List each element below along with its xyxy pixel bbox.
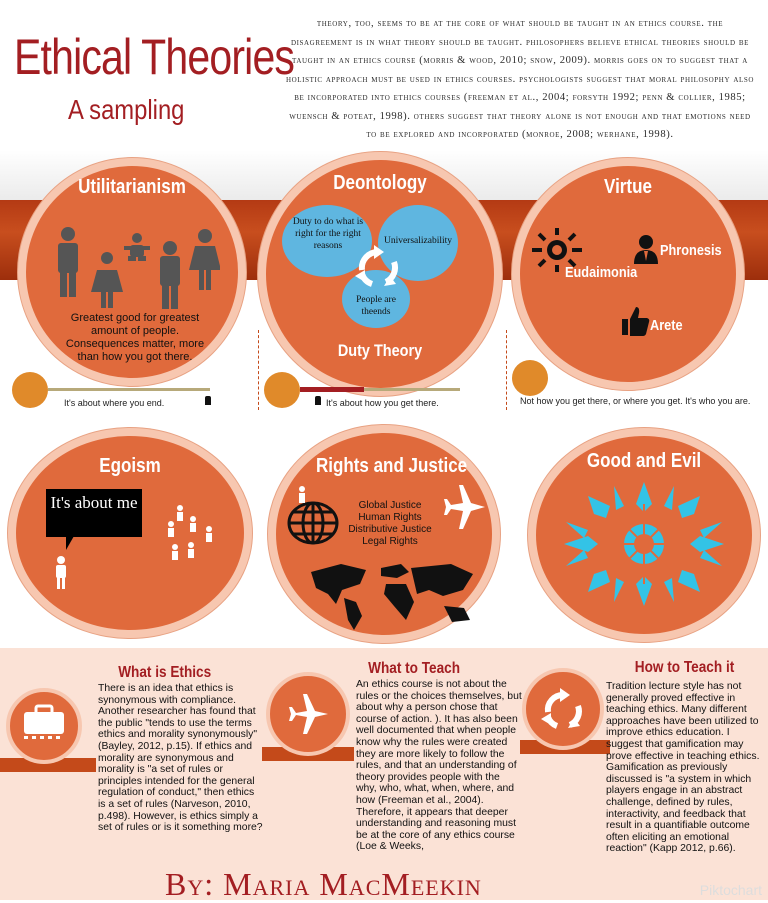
virtue-title: Virtue — [604, 176, 652, 198]
rights-item: Human Rights — [358, 512, 422, 523]
slider-track — [300, 388, 460, 391]
virtue-circle — [512, 158, 744, 390]
airplane-icon — [444, 485, 485, 529]
marker-icon — [315, 396, 321, 405]
divider — [258, 330, 259, 410]
eudaimonia-label: Eudaimonia — [565, 264, 638, 281]
venn-circle-universal — [378, 205, 458, 281]
small-person-icon — [299, 486, 305, 503]
cycle-arrows-icon — [355, 245, 399, 287]
duty-text: Duty to do what is right for the right r… — [292, 217, 364, 251]
people-ends-text: People are theends — [356, 295, 396, 317]
cycle-arrows-icon — [541, 688, 582, 729]
rights-item: Distributive Justice — [348, 524, 432, 535]
divider — [506, 330, 507, 410]
utilitarianism-title: Utilitarianism — [78, 176, 186, 198]
recycle-badge — [522, 668, 604, 750]
people-group-icon — [58, 227, 220, 309]
utilitarianism-text: Greatest good for greatest amount of peo… — [65, 312, 205, 363]
arete-label: Arete — [650, 317, 683, 334]
utilitarianism-caption: It's about where you end. — [64, 398, 165, 408]
good-evil-circle — [528, 428, 760, 642]
speech-bubble: It's about me — [46, 489, 142, 537]
bottom-panel — [0, 648, 768, 900]
watermark: Piktochart — [699, 882, 762, 898]
rights-item: Global Justice — [358, 500, 422, 511]
speech-bubble-text: It's about me — [50, 493, 138, 512]
author-credit: By: Maria MacMeekin — [165, 866, 482, 902]
airplane-icon — [289, 694, 328, 734]
world-map-icon — [311, 564, 473, 630]
how-to-teach-text: Tradition lecture style has not generall… — [606, 681, 760, 855]
slider-knob — [512, 360, 548, 396]
deontology-title: Deontology — [333, 172, 427, 194]
page-title: Ethical Theories — [14, 29, 295, 85]
speech-bubble-tail — [66, 536, 80, 550]
virtue-caption: Not how you get there, or where you get.… — [520, 396, 751, 406]
slider-knob — [12, 372, 48, 408]
rights-justice-title: Rights and Justice — [316, 455, 468, 477]
marker-icon — [205, 396, 211, 405]
person-figure-icon — [56, 556, 66, 589]
phronesis-label: Phronesis — [660, 242, 722, 259]
duty-theory-label: Duty Theory — [337, 341, 423, 360]
slider-track — [48, 388, 210, 391]
briefcase-icon — [24, 704, 64, 739]
what-to-teach-text: An ethics course is not about the rules … — [356, 679, 522, 853]
what-to-teach-title: What to Teach — [368, 660, 461, 677]
page-subtitle: A sampling — [68, 94, 185, 125]
person-icon — [634, 235, 658, 264]
sun-icon — [532, 228, 582, 272]
what-is-ethics-text: There is an idea that ethics is synonymo… — [98, 683, 263, 834]
slider-progress — [300, 387, 364, 392]
thumbs-up-icon — [622, 307, 650, 336]
venn-circle-people — [342, 270, 410, 328]
rights-item: Legal Rights — [362, 536, 418, 547]
egoism-title: Egoism — [99, 455, 161, 477]
small-crowd-icon — [168, 505, 212, 560]
ribbon — [0, 758, 96, 772]
intro-paragraph: Theory, too, seems to be at the core of … — [285, 18, 755, 140]
deontology-caption: It's about how you get there. — [326, 398, 439, 408]
how-to-teach-title: How to Teach it — [634, 659, 735, 676]
universalizability-text: Universalizability — [383, 236, 453, 246]
good-evil-title: Good and Evil — [586, 450, 702, 472]
what-is-ethics-title: What is Ethics — [118, 664, 212, 681]
briefcase-badge — [6, 688, 82, 764]
globe-icon — [287, 501, 339, 545]
snowflake-icon — [564, 482, 724, 606]
slider-knob — [264, 372, 300, 408]
rights-list: Global Justice Human Rights Distributive… — [340, 500, 440, 548]
venn-circle-duty — [282, 205, 372, 277]
